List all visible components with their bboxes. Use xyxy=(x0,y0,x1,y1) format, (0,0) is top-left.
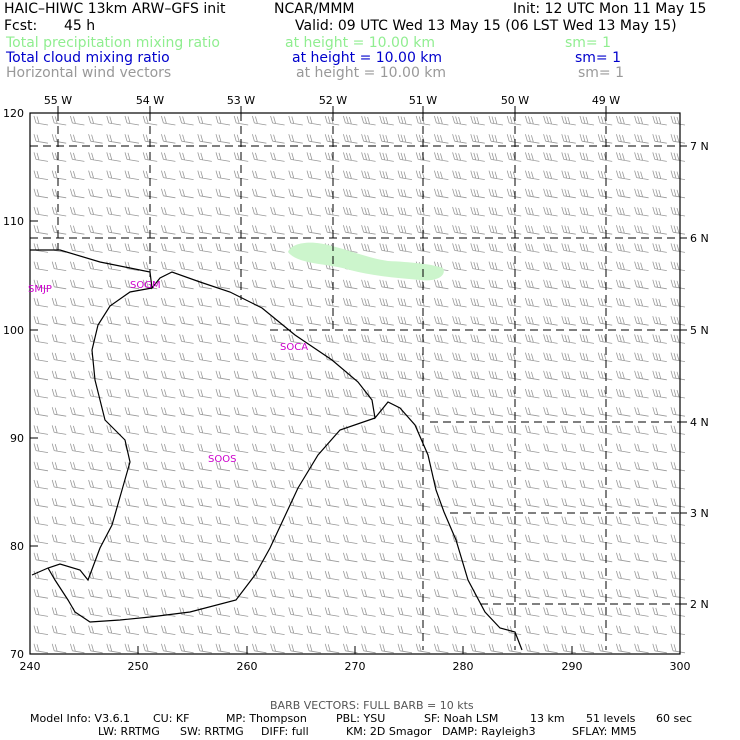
field-precip-name: Total precipitation mixing ratio xyxy=(6,35,220,51)
wind-barbs xyxy=(33,115,686,654)
station-label: SOGM xyxy=(130,280,161,291)
lat-label: 6 N xyxy=(690,232,709,245)
y-tick-label: 120 xyxy=(3,107,24,120)
model-info: Model Info: V3.6.1 xyxy=(30,712,131,725)
timestep: 60 sec xyxy=(656,712,693,725)
field-cloud-height: at height = 10.00 km xyxy=(292,50,443,66)
model-title: HAIC–HIWC 13km ARW–GFS init xyxy=(4,1,226,17)
lat-label: 2 N xyxy=(690,598,709,611)
damp-scheme: DAMP: Rayleigh3 xyxy=(442,725,536,738)
init-time: Init: 12 UTC Mon 11 May 15 xyxy=(513,1,707,17)
lat-label: 4 N xyxy=(690,416,709,429)
lon-label: 54 W xyxy=(136,94,164,107)
field-wind-height: at height = 10.00 km xyxy=(296,65,447,81)
y-tick-label: 80 xyxy=(10,540,24,553)
x-tick-label: 260 xyxy=(237,660,258,673)
field-precip-smooth: sm= 1 xyxy=(565,35,612,51)
field-wind-smooth: sm= 1 xyxy=(578,65,625,81)
lon-label: 51 W xyxy=(409,94,437,107)
field-cloud-smooth: sm= 1 xyxy=(575,50,622,66)
lat-label: 3 N xyxy=(690,507,709,520)
y-tick-label: 100 xyxy=(3,324,24,337)
km-scheme: KM: 2D Smagor xyxy=(346,725,432,738)
field-wind-name: Horizontal wind vectors xyxy=(6,65,172,81)
lon-label: 52 W xyxy=(319,94,347,107)
lw-scheme: LW: RRTMG xyxy=(98,725,160,738)
lon-label: 53 W xyxy=(227,94,255,107)
field-cloud-name: Total cloud mixing ratio xyxy=(6,50,170,66)
station-label: SOCA xyxy=(280,342,308,353)
lat-label: 5 N xyxy=(690,324,709,337)
barb-note: BARB VECTORS: FULL BARB = 10 kts xyxy=(270,699,474,712)
cu-scheme: CU: KF xyxy=(153,712,190,725)
y-tick-label: 110 xyxy=(3,215,24,228)
sw-scheme: SW: RRTMG xyxy=(180,725,244,738)
x-tick-label: 290 xyxy=(562,660,583,673)
mp-scheme: MP: Thompson xyxy=(226,712,307,725)
diff-scheme: DIFF: full xyxy=(261,725,309,738)
x-tick-label: 250 xyxy=(128,660,149,673)
coastlines xyxy=(30,249,523,651)
y-tick-label: 70 xyxy=(10,648,24,661)
x-tick-label: 240 xyxy=(20,660,41,673)
forecast-label: Fcst: xyxy=(4,18,38,34)
forecast-hours: 45 h xyxy=(64,18,96,34)
lon-label: 55 W xyxy=(44,94,72,107)
lat-label: 7 N xyxy=(690,140,709,153)
station-label: SOOS xyxy=(208,454,236,465)
resolution: 13 km xyxy=(530,712,565,725)
valid-time: Valid: 09 UTC Wed 13 May 15 (06 LST Wed … xyxy=(295,18,677,34)
pbl-scheme: PBL: YSU xyxy=(336,712,386,725)
sflay-scheme: SFLAY: MM5 xyxy=(572,725,637,738)
x-tick-label: 280 xyxy=(453,660,474,673)
lon-label: 49 W xyxy=(592,94,620,107)
y-tick-label: 90 xyxy=(10,432,24,445)
org-label: NCAR/MMM xyxy=(274,1,355,17)
wind-barb-field xyxy=(33,115,686,654)
x-tick-label: 300 xyxy=(670,660,691,673)
latlon-grid xyxy=(30,113,680,650)
lon-label: 50 W xyxy=(501,94,529,107)
x-tick-label: 270 xyxy=(345,660,366,673)
map-frame xyxy=(29,112,681,655)
station-label: SMJP xyxy=(28,284,52,295)
precip-area xyxy=(288,242,444,281)
levels: 51 levels xyxy=(586,712,636,725)
sf-scheme: SF: Noah LSM xyxy=(424,712,499,725)
field-precip-height: at height = 10.00 km xyxy=(285,35,436,51)
